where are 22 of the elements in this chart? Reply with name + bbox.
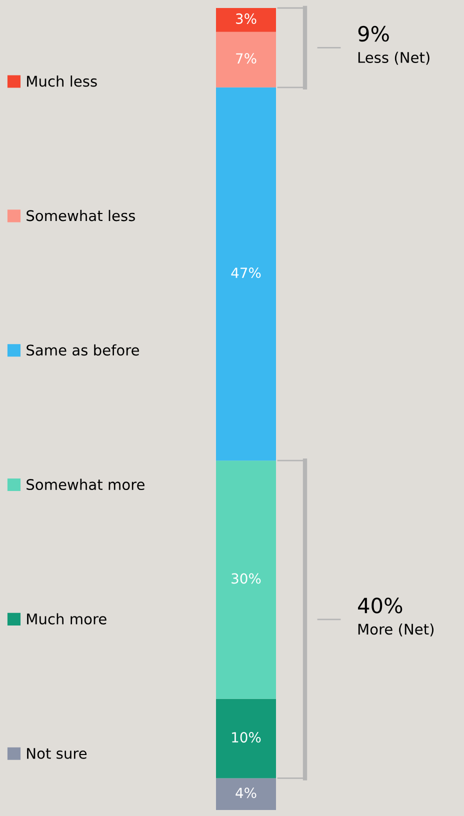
bar: [216, 698, 276, 778]
legend-label: Much more: [27, 613, 106, 624]
data-label: 10%: [232, 732, 261, 743]
bar: [216, 8, 276, 32]
bar: [216, 32, 276, 88]
data-label: 7%: [236, 53, 256, 64]
bar: [216, 460, 276, 699]
data-label: 47%: [231, 268, 261, 278]
data-label: 30%: [232, 573, 261, 584]
data-label: 4%: [236, 788, 256, 798]
text: 9%: [358, 26, 389, 42]
text: Less (Net): [358, 52, 430, 65]
bar: [216, 778, 276, 810]
data-label: 3%: [236, 13, 256, 24]
legend-label: Not sure: [27, 748, 87, 759]
legend-label: Somewhat more: [26, 478, 144, 490]
bar: [216, 87, 276, 461]
legend-label: Somewhat less: [26, 210, 135, 222]
text: 40%: [358, 598, 402, 614]
text: More (Net): [358, 623, 434, 636]
legend-label: Much less: [27, 75, 97, 87]
legend-label: Same as before: [26, 344, 139, 356]
